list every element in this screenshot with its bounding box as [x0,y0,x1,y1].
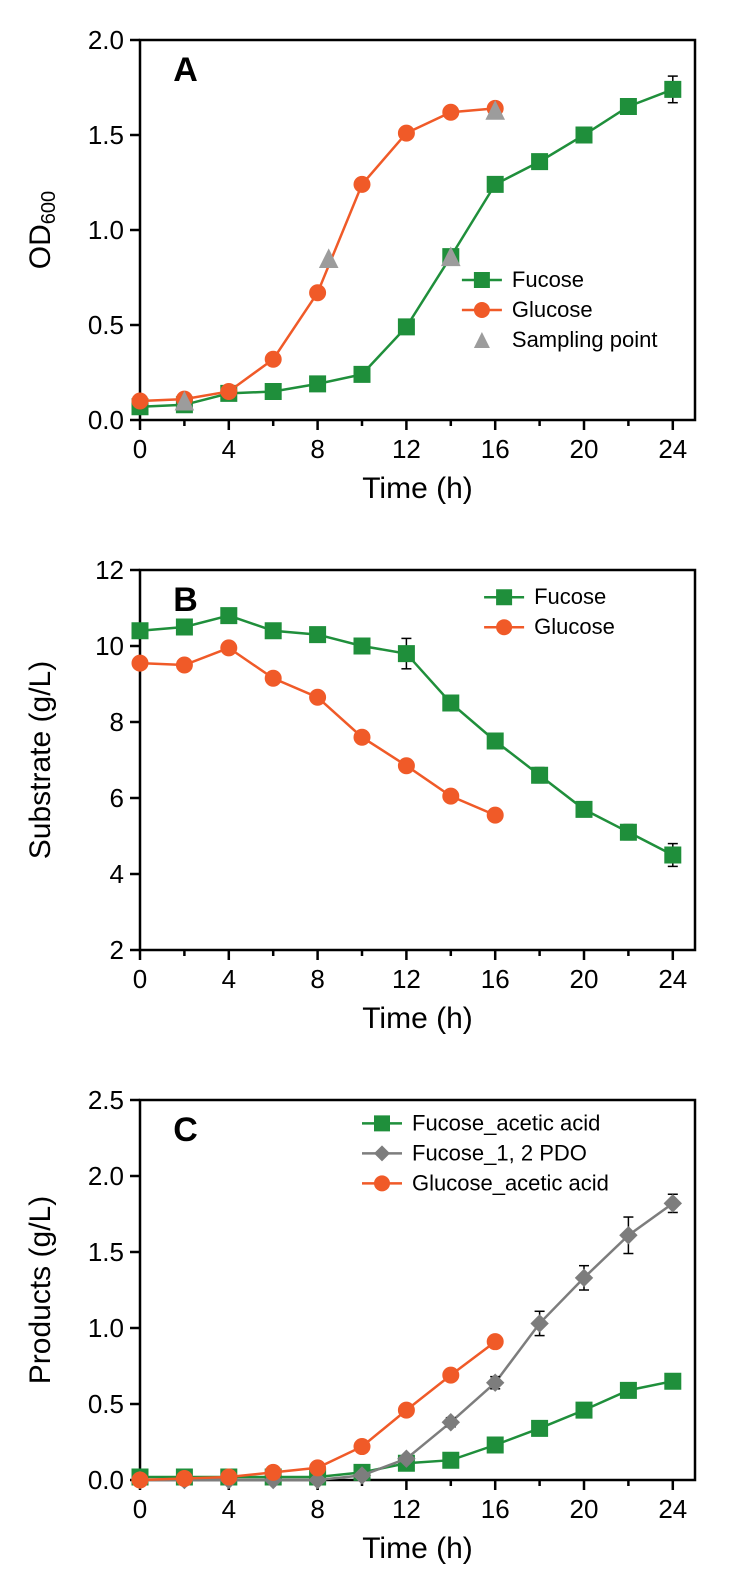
y-tick-label: 2.0 [88,1161,124,1191]
x-tick-label: 24 [658,434,687,464]
x-tick-label: 20 [570,964,599,994]
x-tick-label: 20 [570,1494,599,1524]
x-tick-label: 4 [222,434,236,464]
y-axis-title: Products (g/L) [24,1196,57,1384]
legend-label: Glucose_acetic acid [412,1170,609,1195]
legend-label: Fucose_1, 2 PDO [412,1140,587,1165]
x-axis-title: Time (h) [362,1002,473,1035]
y-tick-label: 12 [95,555,124,585]
y-tick-label: 0.5 [88,1389,124,1419]
y-axis-title: Substrate (g/L) [24,661,57,859]
x-tick-label: 8 [310,434,324,464]
y-tick-label: 8 [110,707,124,737]
panel-label: A [173,51,198,89]
x-tick-label: 12 [392,964,421,994]
y-axis-title: OD600 [24,191,60,269]
x-tick-label: 12 [392,1494,421,1524]
x-tick-label: 0 [133,964,147,994]
legend-label: Fucose [534,584,606,609]
y-tick-label: 1.5 [88,1237,124,1267]
x-tick-label: 0 [133,434,147,464]
x-tick-label: 4 [222,1494,236,1524]
legend-label: Glucose [534,614,615,639]
x-tick-label: 4 [222,964,236,994]
x-tick-label: 16 [481,1494,510,1524]
x-axis-title: Time (h) [362,472,473,505]
y-tick-label: 6 [110,783,124,813]
x-tick-label: 16 [481,964,510,994]
y-tick-label: 1.0 [88,1313,124,1343]
y-tick-label: 2.5 [88,1085,124,1115]
legend-label: Fucose [512,267,584,292]
panel-label: C [173,1111,198,1149]
figure: 048121620240.00.51.01.52.0Time (h)OD600A… [0,0,750,1596]
y-tick-label: 1.5 [88,120,124,150]
x-tick-label: 16 [481,434,510,464]
y-tick-label: 2.0 [88,25,124,55]
y-tick-label: 2 [110,935,124,965]
legend-label: Sampling point [512,327,658,352]
legend-label: Glucose [512,297,593,322]
y-tick-label: 0.0 [88,1465,124,1495]
panel-label: B [173,581,198,619]
y-tick-label: 10 [95,631,124,661]
x-tick-label: 0 [133,1494,147,1524]
x-tick-label: 12 [392,434,421,464]
x-tick-label: 8 [310,964,324,994]
panel-A: 0 4 8 12 16 20 24 0.0 0.5 1.0 1.5 2.0 Time (h) OD600 A… [0,10,750,530]
y-tick-label: 4 [110,859,124,889]
legend-label: Fucose_acetic acid [412,1110,600,1135]
panel-B: 0481216202424681012Time (h)Substrate (g/… [0,540,750,1060]
y-tick-label: 1.0 [88,215,124,245]
x-tick-label: 8 [310,1494,324,1524]
y-tick-label: 0.0 [88,405,124,435]
y-tick-label: 0.5 [88,310,124,340]
x-tick-label: 20 [570,434,599,464]
x-tick-label: 24 [658,964,687,994]
panel-C: 0 4 8 12 16 20 24 0.0 0.5 1.0 1.5 2.0 2.5 Time (h) Pro… [0,1070,750,1590]
x-axis-title: Time (h) [362,1532,473,1565]
x-tick-label: 24 [658,1494,687,1524]
